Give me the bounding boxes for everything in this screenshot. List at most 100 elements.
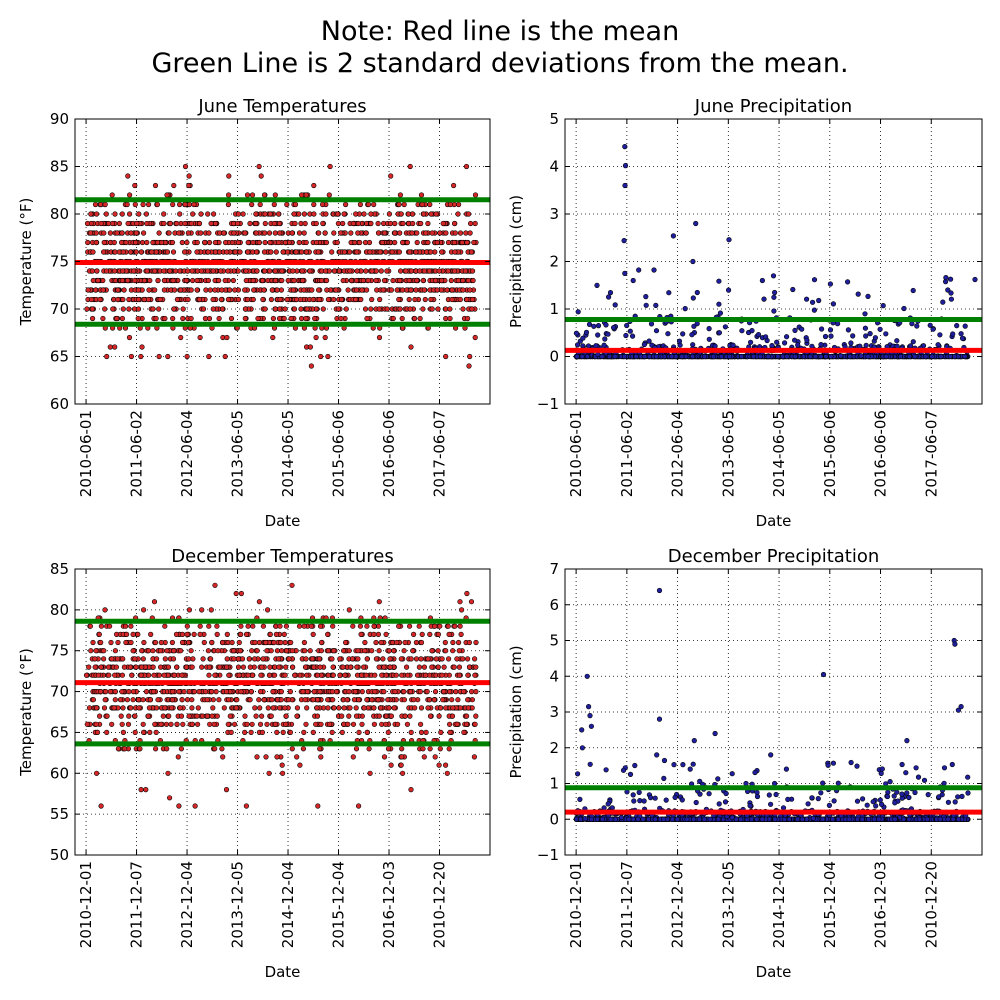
data-point <box>107 688 113 695</box>
data-point <box>252 656 258 662</box>
data-point <box>101 705 108 711</box>
data-point <box>282 705 288 711</box>
data-point <box>452 623 458 629</box>
data-point <box>445 268 451 274</box>
data-point <box>301 211 308 217</box>
data-point <box>574 353 580 360</box>
data-point <box>386 211 393 217</box>
data-point <box>171 648 177 654</box>
data-point <box>287 688 294 695</box>
data-point <box>244 192 251 198</box>
data-point <box>447 729 453 736</box>
data-point <box>184 697 191 703</box>
data-point <box>309 656 316 662</box>
data-point <box>276 211 282 217</box>
data-point <box>270 705 276 711</box>
data-point <box>157 296 163 303</box>
data-point <box>176 803 182 809</box>
data-point <box>139 239 146 246</box>
data-point <box>627 328 633 334</box>
data-point <box>380 287 386 293</box>
data-point <box>186 688 192 695</box>
data-point <box>828 353 834 360</box>
data-point <box>178 334 184 341</box>
data-point <box>101 230 107 236</box>
data-point <box>238 590 244 597</box>
data-point <box>473 639 479 646</box>
data-point <box>612 302 618 308</box>
data-point <box>361 705 367 711</box>
data-point <box>299 192 305 198</box>
data-point <box>85 287 91 293</box>
data-point <box>402 639 408 646</box>
data-point <box>315 697 321 703</box>
data-point <box>147 277 153 284</box>
data-point <box>376 648 382 654</box>
data-point <box>319 639 325 646</box>
data-point <box>311 182 317 189</box>
data-point <box>368 306 374 312</box>
data-point <box>180 721 186 727</box>
data-point <box>396 249 403 255</box>
data-point <box>280 770 286 776</box>
data-point <box>414 230 420 236</box>
data-point <box>175 754 181 760</box>
data-point <box>153 746 159 752</box>
y-tick-label: 1 <box>549 300 559 318</box>
x-tick-label: 2016-06-06 <box>380 410 398 497</box>
data-point <box>227 287 233 293</box>
data-point <box>907 343 914 349</box>
data-point <box>234 697 240 703</box>
data-point <box>141 639 147 646</box>
data-point <box>947 276 954 282</box>
data-point <box>240 211 246 217</box>
data-point <box>336 705 342 711</box>
y-tick-label: −1 <box>537 395 559 413</box>
data-point <box>254 268 260 274</box>
data-point <box>867 331 873 337</box>
data-point <box>783 334 790 340</box>
data-point <box>294 713 300 719</box>
data-point <box>145 296 152 303</box>
data-point <box>94 729 101 736</box>
data-point <box>357 201 364 208</box>
data-point <box>357 239 363 246</box>
data-point <box>201 639 207 646</box>
data-point <box>235 211 242 217</box>
data-point <box>689 332 695 338</box>
data-point <box>190 211 196 217</box>
data-point <box>317 623 324 629</box>
data-point <box>90 639 96 646</box>
data-point <box>219 306 226 312</box>
data-point <box>472 656 478 662</box>
x-tick-label: 2013-06-05 <box>229 410 247 497</box>
data-point <box>784 353 790 360</box>
data-point <box>242 315 248 322</box>
data-point <box>383 721 389 727</box>
data-point <box>460 287 466 293</box>
data-point <box>220 639 226 646</box>
data-point <box>125 277 131 284</box>
data-point <box>265 705 271 711</box>
data-point <box>311 201 317 208</box>
data-point <box>196 220 203 227</box>
data-point <box>457 705 464 711</box>
data-point <box>310 631 316 638</box>
data-point <box>161 211 167 217</box>
data-point <box>408 287 414 293</box>
data-point <box>102 697 108 703</box>
data-point <box>339 296 345 303</box>
data-point <box>378 639 384 646</box>
data-point <box>443 230 449 236</box>
data-point <box>93 230 99 236</box>
data-point <box>418 729 425 736</box>
data-point <box>954 323 960 329</box>
data-point <box>178 648 184 654</box>
data-point <box>223 239 229 246</box>
data-point <box>203 688 209 695</box>
data-point <box>107 230 113 236</box>
data-point <box>112 688 118 695</box>
data-point <box>260 656 266 662</box>
data-point <box>135 287 141 293</box>
data-point <box>162 705 168 711</box>
